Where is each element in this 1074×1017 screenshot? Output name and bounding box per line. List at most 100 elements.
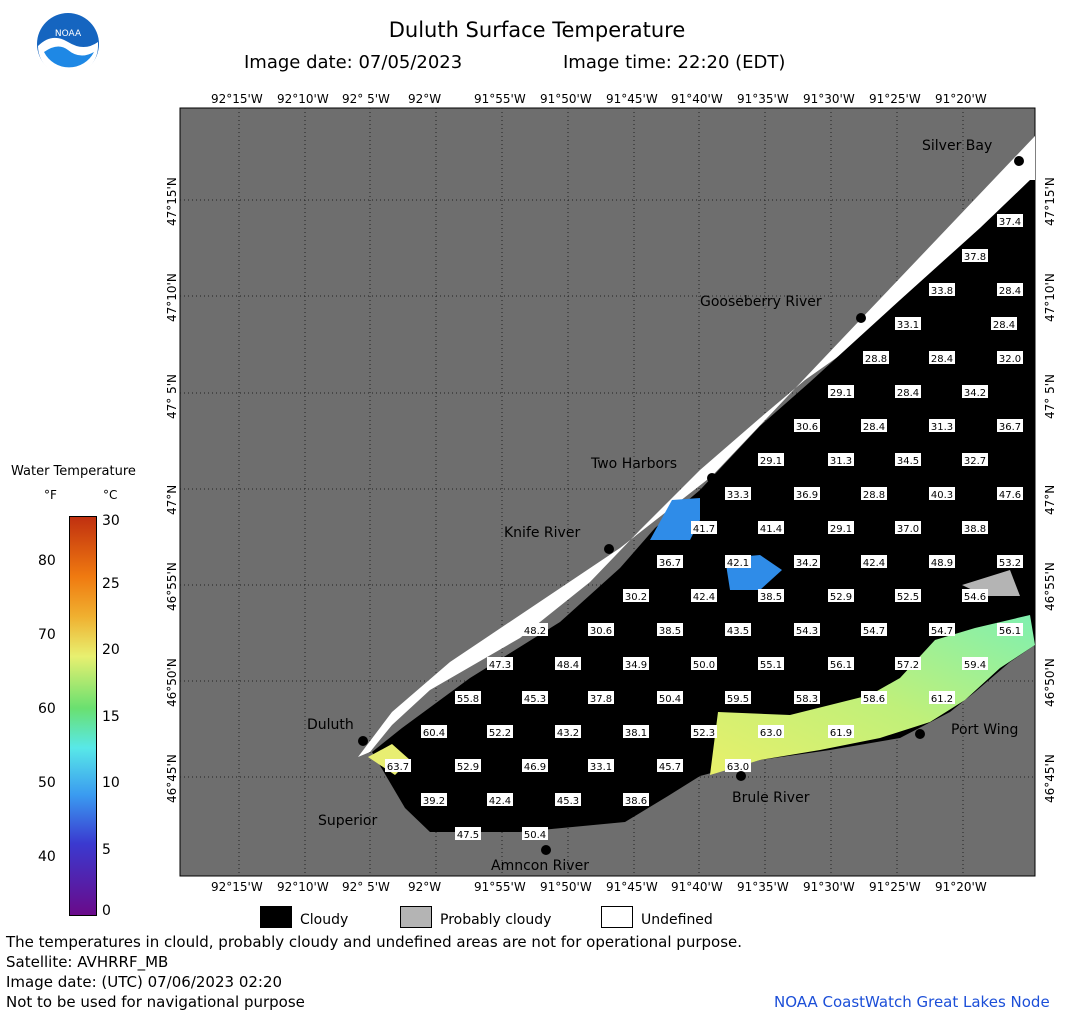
temperature-value: 38.6 xyxy=(625,796,647,807)
temperature-label: 48.4 xyxy=(555,657,581,671)
temperature-value: 38.1 xyxy=(625,728,647,739)
temperature-labels: 37.4 37.8 33.8 28.4 33.1 28.4 28.8 28.4 32.0 29.1… xyxy=(385,214,1023,841)
temperature-value: 29.1 xyxy=(830,388,852,399)
temperature-label: 47.6 xyxy=(997,487,1023,501)
temperature-label: 34.5 xyxy=(895,453,921,467)
temperature-value: 45.7 xyxy=(659,762,681,773)
temperature-label: 34.2 xyxy=(962,385,988,399)
legend-probably-cloudy-label: Probably cloudy xyxy=(440,912,552,928)
temperature-value: 39.2 xyxy=(423,796,445,807)
temperature-label: 31.3 xyxy=(828,453,854,467)
temperature-label: 32.0 xyxy=(997,351,1023,365)
lon-bottom-tick-label: 91°50'W xyxy=(540,880,592,894)
temperature-value: 28.4 xyxy=(863,422,885,433)
temperature-value: 36.7 xyxy=(999,422,1021,433)
temperature-label: 33.1 xyxy=(895,317,921,331)
temperature-label: 29.1 xyxy=(828,385,854,399)
temperature-label: 42.4 xyxy=(691,589,717,603)
lon-top-tick-label: 92°15'W xyxy=(211,92,263,106)
temperature-value: 28.8 xyxy=(865,354,887,365)
temperature-value: 54.6 xyxy=(964,592,986,603)
noaa-logo-text: NOAA xyxy=(55,29,82,39)
colorbar-c-tick: 20 xyxy=(102,642,120,658)
temperature-value: 37.8 xyxy=(590,694,612,705)
image-time: Image time: 22:20 (EDT) xyxy=(563,52,786,73)
temperature-value: 63.0 xyxy=(727,762,749,773)
lon-top-tick-label: 92° 5'W xyxy=(342,92,390,106)
temperature-value: 59.4 xyxy=(964,660,986,671)
lat-right-tick-label: 46°50'N xyxy=(1043,658,1057,707)
temperature-label: 39.2 xyxy=(421,793,447,807)
temperature-label: 38.5 xyxy=(657,623,683,637)
place-marker xyxy=(1014,156,1024,166)
temperature-label: 42.4 xyxy=(861,555,887,569)
temperature-label: 28.8 xyxy=(861,487,887,501)
lon-top-tick-label: 91°35'W xyxy=(737,92,789,106)
temperature-value: 28.8 xyxy=(863,490,885,501)
temperature-label: 59.5 xyxy=(725,691,751,705)
place-superior: Superior xyxy=(318,813,378,829)
place-marker xyxy=(856,313,866,323)
temperature-label: 33.1 xyxy=(588,759,614,773)
temperature-label: 52.3 xyxy=(691,725,717,739)
place-two-harbors: Two Harbors xyxy=(591,456,678,472)
temperature-label: 61.9 xyxy=(828,725,854,739)
temperature-value: 36.9 xyxy=(796,490,818,501)
temperature-value: 28.4 xyxy=(897,388,919,399)
temperature-label: 28.4 xyxy=(861,419,887,433)
legend-undefined-swatch xyxy=(601,906,633,928)
temperature-label: 28.4 xyxy=(929,351,955,365)
place-duluth: Duluth xyxy=(307,717,354,733)
temperature-value: 52.3 xyxy=(693,728,715,739)
lon-top-tick-label: 91°40'W xyxy=(671,92,723,106)
temperature-label: 56.1 xyxy=(828,657,854,671)
lon-top-tick-label: 91°45'W xyxy=(606,92,658,106)
temperature-label: 33.3 xyxy=(725,487,751,501)
temperature-value: 61.9 xyxy=(830,728,852,739)
temperature-value: 56.1 xyxy=(830,660,852,671)
colorbar-unit-f: °F xyxy=(44,488,57,502)
temperature-value: 36.7 xyxy=(659,558,681,569)
place-markers xyxy=(358,156,1024,855)
temperature-value: 58.3 xyxy=(796,694,818,705)
lat-right-tick-label: 47° 5'N xyxy=(1043,374,1057,419)
temperature-label: 52.9 xyxy=(828,589,854,603)
colorbar-f-tick: 50 xyxy=(38,775,56,791)
lon-top-tick-label: 91°20'W xyxy=(935,92,987,106)
temperature-label: 28.8 xyxy=(863,351,889,365)
lat-right-tick-label: 47°15'N xyxy=(1043,177,1057,226)
place-knife-river: Knife River xyxy=(504,525,581,541)
temperature-label: 40.3 xyxy=(929,487,955,501)
temperature-value: 48.2 xyxy=(524,626,546,637)
temperature-value: 57.2 xyxy=(897,660,919,671)
temperature-label: 48.9 xyxy=(929,555,955,569)
temperature-label: 36.7 xyxy=(997,419,1023,433)
lat-left-tick-label: 47°10'N xyxy=(165,273,179,322)
place-marker xyxy=(358,736,368,746)
temperature-label: 30.6 xyxy=(588,623,614,637)
temperature-label: 38.6 xyxy=(623,793,649,807)
temperature-label: 48.2 xyxy=(522,623,548,637)
temperature-label: 55.1 xyxy=(758,657,784,671)
temperature-value: 47.5 xyxy=(457,830,479,841)
lon-bottom-tick-label: 91°45'W xyxy=(606,880,658,894)
temperature-label: 63.7 xyxy=(385,759,411,773)
place-marker xyxy=(707,473,717,483)
temperature-value: 31.3 xyxy=(830,456,852,467)
lon-bottom-tick-label: 92°15'W xyxy=(211,880,263,894)
colorbar-c-tick: 5 xyxy=(102,842,111,858)
lat-left-tick-label: 46°45'N xyxy=(165,754,179,803)
temperature-label: 47.3 xyxy=(487,657,513,671)
temperature-label: 50.4 xyxy=(522,827,548,841)
credit-link[interactable]: NOAA CoastWatch Great Lakes Node xyxy=(774,993,1050,1011)
temperature-value: 54.7 xyxy=(863,626,885,637)
noaa-logo: NOAA xyxy=(37,13,99,76)
lon-top-tick-label: 91°25'W xyxy=(869,92,921,106)
lon-bottom-tick-label: 91°55'W xyxy=(474,880,526,894)
temperature-label: 52.9 xyxy=(455,759,481,773)
colorbar-f-tick: 40 xyxy=(38,849,56,865)
temperature-label: 28.4 xyxy=(991,317,1017,331)
temperature-value: 38.5 xyxy=(659,626,681,637)
temperature-value: 30.6 xyxy=(796,422,818,433)
